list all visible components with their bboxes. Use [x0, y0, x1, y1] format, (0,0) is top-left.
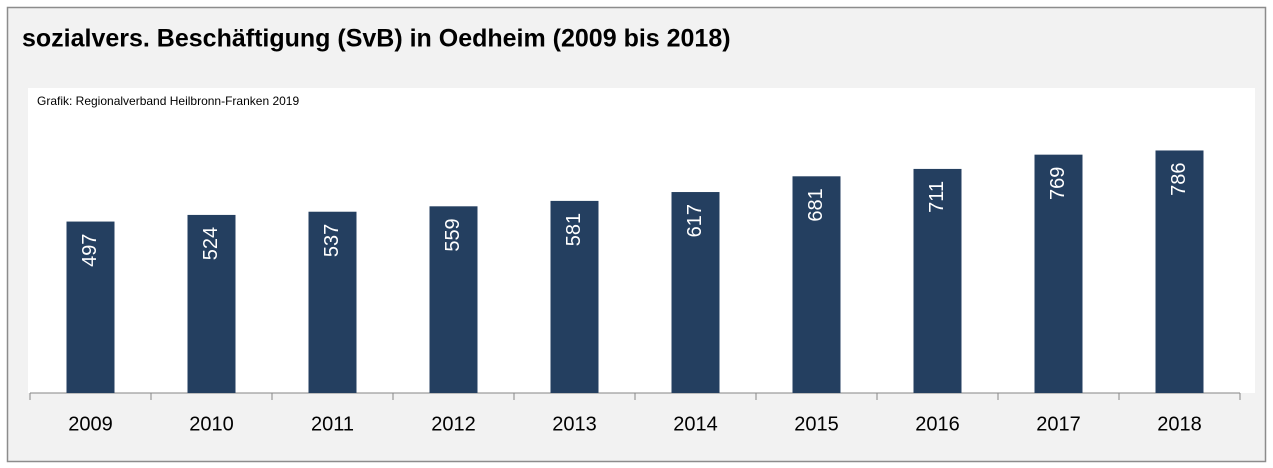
x-tick-label: 2016 — [915, 413, 960, 435]
value-label: 786 — [1168, 162, 1190, 195]
x-tick-label: 2010 — [189, 413, 234, 435]
x-tick-label: 2011 — [311, 413, 354, 435]
value-label: 497 — [79, 234, 101, 267]
value-label: 681 — [805, 188, 827, 221]
value-label: 524 — [200, 227, 222, 260]
value-label: 617 — [684, 204, 706, 237]
bar — [429, 206, 478, 393]
x-tick-label: 2017 — [1036, 413, 1081, 435]
x-tick-label: 2015 — [794, 413, 839, 435]
bar — [1034, 154, 1083, 393]
x-tick-label: 2013 — [552, 413, 597, 435]
x-tick-label: 2014 — [673, 413, 718, 435]
bar — [187, 214, 236, 393]
x-tick-label: 2018 — [1157, 413, 1202, 435]
x-tick-label: 2009 — [68, 413, 113, 435]
bar — [1155, 150, 1204, 393]
value-label: 581 — [563, 213, 585, 246]
value-label: 559 — [442, 218, 464, 251]
bar — [671, 192, 720, 393]
value-label: 769 — [1047, 167, 1069, 200]
value-label: 537 — [321, 224, 343, 257]
value-label: 711 — [926, 181, 948, 213]
chart-title: sozialvers. Beschäftigung (SvB) in Oedhe… — [22, 25, 731, 53]
bar — [308, 211, 357, 393]
bar — [550, 200, 599, 393]
bar — [913, 168, 962, 393]
bar — [66, 221, 115, 393]
source-note: Grafik: Regionalverband Heilbronn-Franke… — [37, 94, 299, 108]
bar — [792, 176, 841, 393]
x-tick-label: 2012 — [431, 413, 476, 435]
